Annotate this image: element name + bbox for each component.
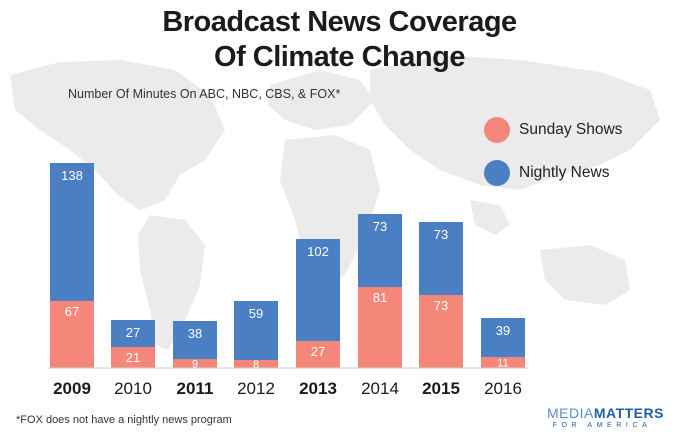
data-label-nightly-2012: 59 <box>249 306 263 321</box>
bar-sunday-2014 <box>358 287 402 368</box>
data-label-sunday-2014: 81 <box>373 290 387 305</box>
media-matters-logo: MEDIAMATTERS FOR AMERICA <box>547 405 664 430</box>
data-label-nightly-2011: 38 <box>188 326 202 341</box>
data-label-sunday-2010: 21 <box>126 350 140 365</box>
footnote: *FOX does not have a nightly news progra… <box>16 414 232 426</box>
data-label-nightly-2015: 73 <box>434 227 448 242</box>
x-tick-label-2016: 2016 <box>484 379 522 398</box>
data-label-sunday-2013: 27 <box>311 344 325 359</box>
logo-tagline: FOR AMERICA <box>552 422 652 429</box>
x-tick-label-2013: 2013 <box>299 379 337 398</box>
x-tick-label-2012: 2012 <box>237 379 275 398</box>
bar-nightly-2009 <box>50 163 94 301</box>
data-label-nightly-2013: 102 <box>307 244 329 259</box>
bar-nightly-2010 <box>111 320 155 347</box>
bar-nightly-2011 <box>173 321 217 359</box>
bar-nightly-2016 <box>481 318 525 357</box>
x-tick-label-2010: 2010 <box>114 379 152 398</box>
x-tick-label-2009: 2009 <box>53 379 91 398</box>
bar-sunday-2012 <box>234 360 278 368</box>
x-tick-label-2015: 2015 <box>422 379 460 398</box>
bar-sunday-2010 <box>111 347 155 368</box>
legend-item-nightly-news: Nightly News <box>484 158 609 188</box>
bar-nightly-2014 <box>358 214 402 287</box>
x-tick-label-2014: 2014 <box>361 379 399 398</box>
legend-label-nightly-news: Nightly News <box>519 164 610 181</box>
chart-title-line-2: Of Climate Change <box>214 41 465 73</box>
data-label-nightly-2014: 73 <box>373 219 387 234</box>
legend-label-sunday-shows: Sunday Shows <box>519 121 623 138</box>
data-label-sunday-2009: 67 <box>65 304 79 319</box>
x-tick-label-2011: 2011 <box>177 379 214 398</box>
bar-sunday-2011 <box>173 359 217 368</box>
data-label-nightly-2010: 27 <box>126 325 140 340</box>
bar-nightly-2012 <box>234 301 278 360</box>
data-label-sunday-2012: 8 <box>253 359 259 371</box>
bar-sunday-2015 <box>419 295 463 368</box>
logo-wordmark: MEDIAMATTERS <box>547 405 664 421</box>
data-label-sunday-2011: 9 <box>192 359 198 371</box>
chart-subtitle: Number Of Minutes On ABC, NBC, CBS, & FO… <box>68 87 341 101</box>
bar-sunday-2013 <box>296 341 340 368</box>
legend-swatch-sunday-shows <box>484 117 510 143</box>
data-label-sunday-2016: 11 <box>497 358 508 370</box>
bar-sunday-2016 <box>481 357 525 368</box>
data-label-nightly-2016: 39 <box>496 323 510 338</box>
legend-item-sunday-shows: Sunday Shows <box>484 115 622 145</box>
bar-nightly-2013 <box>296 239 340 341</box>
bar-nightly-2015 <box>419 222 463 295</box>
data-label-nightly-2009: 138 <box>61 168 83 183</box>
legend-swatch-nightly-news <box>484 160 510 186</box>
bar-sunday-2009 <box>50 301 94 368</box>
data-label-sunday-2015: 73 <box>434 298 448 313</box>
chart-title-line-1: Broadcast News Coverage <box>162 6 517 38</box>
